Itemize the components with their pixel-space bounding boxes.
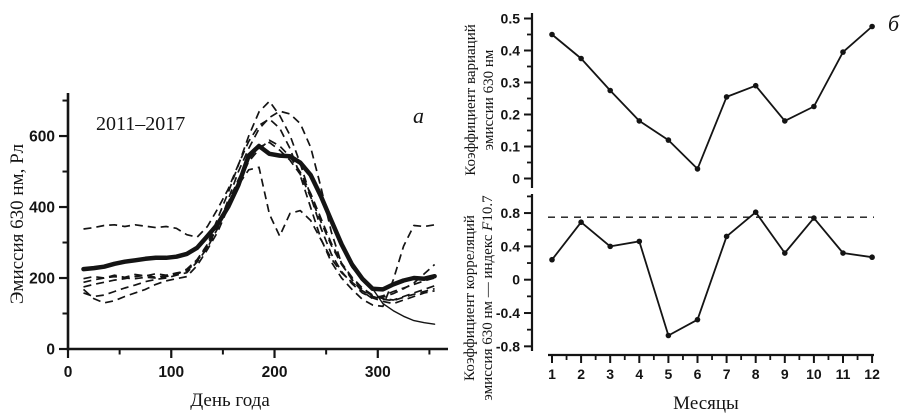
panel-b-x-tick-label: 11: [836, 366, 851, 382]
series-year-dashed-4: [83, 166, 435, 302]
panel-a-x-tick-label: 100: [158, 364, 184, 381]
panel-b-x-tick-label: 5: [665, 366, 673, 382]
panel-b-bottom-y-tick-label: 0.8: [501, 205, 521, 221]
panel-b-x-tick-label: 1: [548, 366, 556, 382]
series-year-dashed-2: [83, 100, 435, 305]
panel-a-letter: a: [413, 103, 424, 128]
variation-point-marker: [723, 94, 730, 100]
panel-b-x-tick-label: 7: [723, 366, 731, 382]
variation-point-marker: [578, 55, 584, 62]
correlation-point-marker: [607, 243, 613, 250]
variation-point-marker: [607, 87, 613, 94]
panel-b-top-y-tick-label: 0: [512, 171, 520, 187]
panel-b-top-y-tick-label: 0.5: [501, 11, 521, 27]
panel-a-y-tick-label: 200: [29, 271, 55, 288]
panel-b-x-tick-label: 8: [752, 366, 760, 382]
panel-a-x-tick-label: 0: [64, 364, 73, 381]
panel-b-bottom-y-tick-label: 0: [512, 272, 520, 288]
correlation-point-marker: [782, 250, 788, 256]
correlation-point-marker: [694, 316, 701, 323]
panel-b-x-tick-label: 6: [694, 366, 702, 382]
series-year-dashed-6: [83, 141, 436, 299]
panel-a-y-tick-label: 0: [46, 342, 55, 359]
panel-a-y-tick-label: 400: [29, 200, 55, 217]
panel-b-top-y-tick-label: 0.2: [501, 107, 521, 123]
correlation-point-marker: [636, 238, 643, 245]
panel-b-bottom-y-tick-label: -0.4: [496, 305, 520, 321]
panel-b-x-tick-label: 4: [635, 366, 643, 382]
variation-point-marker: [782, 118, 788, 124]
variation-point-marker: [811, 103, 817, 110]
panel-b-x-tick-label: 2: [577, 366, 585, 382]
correlation-point-marker: [840, 250, 846, 256]
panel-a-x-tick-label: 200: [262, 364, 288, 381]
panel-b-top-y-tick-label: 0.3: [501, 75, 521, 91]
panel-a-years-annotation: 2011–2017: [96, 113, 185, 135]
series-correlation-coefficient: [551, 211, 873, 337]
ylabel-line2-pre: эмиссия 630 нм — индекс: [480, 231, 496, 401]
series-mean-2011-2017: [81, 143, 437, 292]
panel-a-x-tick-label: 300: [365, 364, 391, 381]
panel-b-top-y-axis-title-line1: Коэффициент вариаций: [463, 24, 479, 176]
panel-b-x-tick-label: 12: [864, 366, 880, 382]
panel-a-y-axis-title: Эмиссия 630 нм, Рл: [7, 143, 28, 304]
series-variation-coefficient: [551, 25, 873, 170]
variation-point-marker: [694, 166, 701, 172]
correlation-point-marker: [723, 233, 730, 240]
variation-point-marker: [636, 118, 643, 124]
correlation-point-marker: [665, 332, 672, 339]
panel-b-x-tick-label: 3: [606, 366, 614, 382]
variation-point-marker: [665, 137, 672, 143]
correlation-point-marker: [811, 215, 817, 221]
panel-b-bottom-y-tick-label: 0.4: [501, 238, 521, 254]
variation-point-marker: [840, 49, 846, 55]
panel-b-top-y-tick-label: 0.4: [501, 43, 521, 59]
panel-b-x-tick-label: 9: [781, 366, 789, 382]
ylabel-line2-post: 10.7: [480, 195, 496, 222]
correlation-point-marker: [752, 209, 759, 216]
panel-b-bottom-y-axis-title-line1: Коэффициент корреляций: [462, 215, 478, 381]
panel-b-bottom-y-tick-label: -0.8: [496, 338, 520, 354]
variation-point-marker: [752, 82, 759, 89]
correlation-point-marker: [549, 256, 555, 263]
variation-point-marker: [869, 23, 875, 30]
panel-b-letter: б: [888, 11, 900, 36]
panel-b-top-y-tick-label: 0.1: [501, 139, 521, 155]
panel-a-y-tick-label: 600: [29, 129, 55, 146]
panel-b-x-axis-title: Месяцы: [673, 393, 739, 414]
series-year-dashed-3: [83, 110, 435, 300]
panel-b-bottom-y-axis-title-line2: эмиссия 630 нм — индекс F10.7: [480, 195, 496, 401]
correlation-point-marker: [869, 254, 875, 261]
ylabel-line2-f-index: F: [480, 221, 496, 232]
panel-a-x-axis-title: День года: [190, 390, 270, 411]
series-year-dashed-1: [83, 118, 435, 308]
panel-b-x-tick-label: 10: [806, 366, 822, 382]
correlation-point-marker: [578, 219, 584, 226]
panel-b-top-y-axis-title-line2: эмиссии 630 нм: [481, 49, 497, 150]
variation-point-marker: [549, 31, 555, 38]
